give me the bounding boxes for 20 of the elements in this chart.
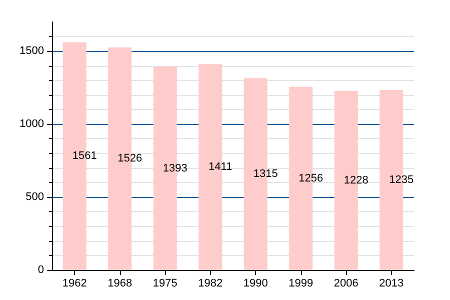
x-tick-label: 1968	[108, 278, 132, 290]
data-label: 1411	[208, 161, 232, 174]
data-label: 1235	[389, 174, 414, 186]
data-label: 1228	[344, 174, 368, 186]
data-label: 1315	[253, 168, 278, 180]
x-tick-label: 2013	[379, 278, 404, 290]
x-tick-label: 1999	[288, 278, 314, 290]
data-label: 1393	[162, 162, 188, 174]
y-tick-label: 1000	[20, 118, 44, 130]
x-tick-label: 1962	[62, 278, 87, 290]
x-tick-label: 2006	[334, 278, 358, 290]
data-label: 1256	[298, 172, 324, 184]
data-label: 1561	[72, 150, 97, 162]
y-tick-label: 0	[38, 264, 44, 276]
y-tick-label: 500	[26, 191, 44, 204]
data-label: 1526	[118, 152, 142, 165]
y-tick-label: 1500	[20, 45, 44, 58]
x-tick-label: 1982	[198, 278, 223, 290]
x-tick-label: 1975	[152, 278, 178, 290]
x-tick-label: 1990	[243, 278, 268, 290]
